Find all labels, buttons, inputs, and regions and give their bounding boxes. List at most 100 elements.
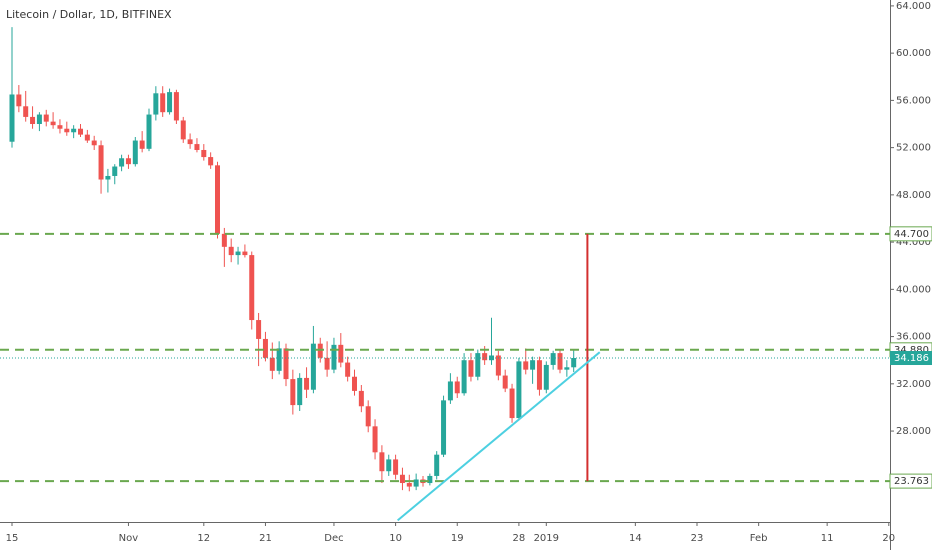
candle-body [310, 343, 316, 390]
x-tick-label: 10 [389, 533, 402, 544]
x-tick-label: 23 [691, 533, 704, 544]
candle-body [153, 93, 159, 115]
candle-body [64, 128, 70, 133]
y-tick-label: 52.000 [896, 143, 931, 154]
candle-body [447, 381, 453, 401]
candle-body [201, 149, 207, 158]
candle-body [461, 360, 467, 394]
x-tick-label: 2019 [534, 533, 559, 544]
candle-body [297, 377, 303, 406]
y-tick-label: 44.000 [896, 237, 931, 248]
candle-body [324, 357, 330, 370]
x-tick-label: 21 [259, 533, 272, 544]
x-tick-label: 28 [513, 533, 526, 544]
level-label: 44.700 [894, 229, 929, 240]
candle-body [23, 106, 29, 117]
candle-body [139, 140, 145, 149]
x-tick-label: 20 [882, 533, 895, 544]
candle-body [489, 355, 494, 361]
candle-body [536, 360, 542, 390]
candle-body [290, 379, 296, 406]
candle-body [228, 246, 234, 256]
candle-body [180, 120, 186, 140]
candle-body [187, 139, 193, 145]
candle-body [386, 459, 392, 472]
candle-body [132, 140, 138, 165]
candle-body [50, 121, 56, 126]
candle-body [372, 426, 378, 453]
candle-body [406, 483, 412, 487]
candle-body [215, 165, 220, 234]
candle-body [441, 400, 447, 455]
x-tick-label: 19 [451, 533, 464, 544]
candle-body [235, 251, 241, 256]
level-label-box [889, 226, 932, 242]
candle-body [167, 92, 173, 113]
x-tick-label: 15 [6, 533, 19, 544]
candle-body [105, 175, 111, 180]
candle-body [468, 360, 474, 377]
candle-body [399, 474, 405, 484]
candle-body [434, 454, 440, 476]
candle-body [256, 320, 262, 339]
candle-body [221, 233, 227, 247]
candle-body [119, 158, 125, 167]
x-tick-label: 12 [197, 533, 210, 544]
x-tick-label: 11 [821, 533, 834, 544]
y-tick-label: 32.000 [896, 379, 931, 390]
candle-body [557, 353, 563, 370]
candle-body [242, 251, 248, 256]
candle-body [345, 362, 351, 377]
y-tick-label: 28.000 [896, 426, 931, 437]
candle-body [331, 344, 337, 370]
candle-body [125, 158, 131, 165]
candle-body [249, 255, 255, 321]
x-tick-label: 14 [629, 533, 642, 544]
y-tick-label: 48.000 [896, 190, 931, 201]
x-tick-label: Dec [324, 533, 343, 544]
candle-body [550, 353, 556, 365]
candle-body [358, 390, 364, 407]
candle-body [365, 406, 371, 427]
candle-body [91, 140, 97, 146]
candle-body [262, 338, 268, 358]
candle-body [427, 475, 433, 484]
level-label: 23.763 [894, 476, 929, 487]
level-label: 34.880 [894, 345, 929, 356]
candle-body [112, 166, 118, 176]
candle-body [338, 344, 344, 363]
candle-body [78, 128, 83, 135]
candle-body [57, 125, 63, 129]
candle-body [84, 134, 90, 141]
candle-body [160, 93, 166, 113]
candle-body [495, 355, 501, 376]
y-tick-label: 36.000 [896, 332, 931, 343]
y-tick-label: 56.000 [896, 95, 931, 106]
candle-body [475, 353, 481, 377]
y-tick-label: 60.000 [896, 48, 931, 59]
candle-body [43, 114, 49, 122]
last-price-label: 34.186 [894, 353, 929, 364]
candle-body [509, 388, 515, 419]
candle-body [98, 145, 104, 180]
x-tick-label: Feb [750, 533, 768, 544]
candle-body [16, 94, 22, 107]
candle-body [208, 157, 214, 166]
candle-body [379, 452, 385, 472]
y-tick-label: 40.000 [896, 284, 931, 295]
trendline [397, 351, 601, 522]
candle-body [146, 114, 152, 149]
candle-body [564, 367, 570, 370]
candle-body [173, 92, 179, 121]
candle-body [36, 114, 42, 125]
last-price-box [890, 351, 932, 366]
candle-body [530, 360, 536, 370]
candle-body [543, 364, 549, 390]
candle-body [482, 353, 488, 361]
candle-body [516, 361, 522, 419]
candle-body [454, 381, 460, 394]
candle-body [352, 376, 357, 391]
level-label-box [889, 473, 932, 489]
